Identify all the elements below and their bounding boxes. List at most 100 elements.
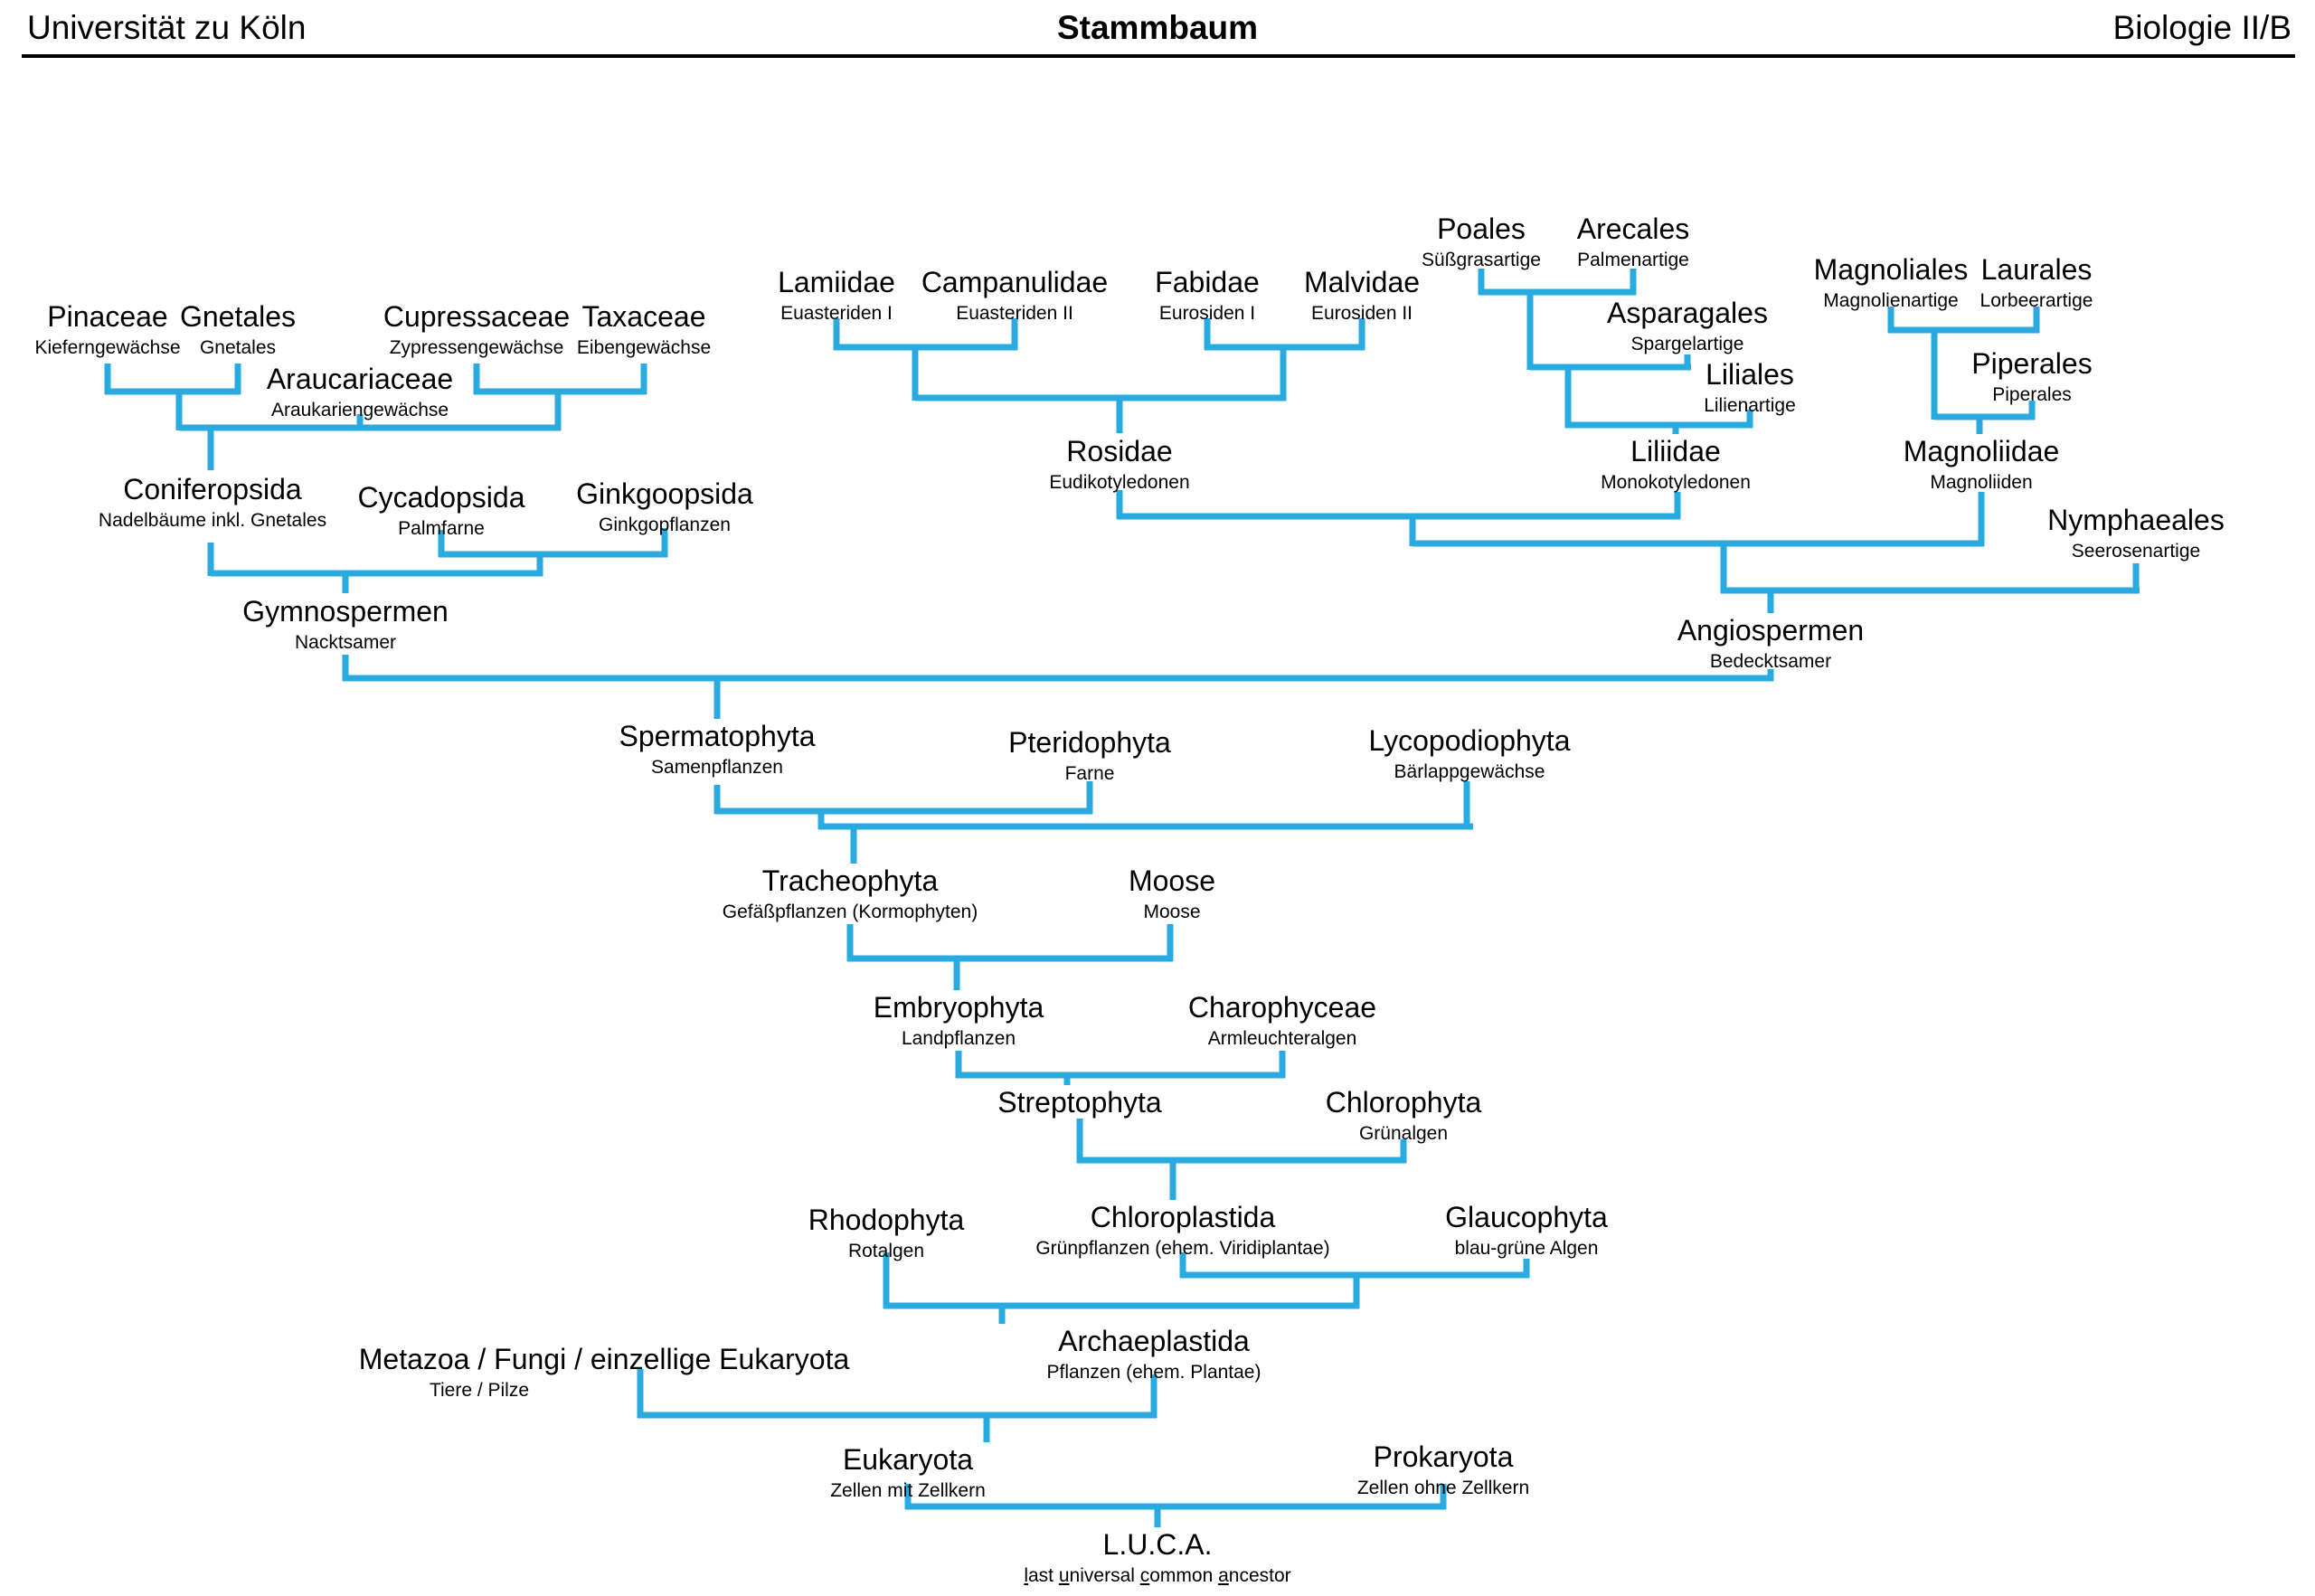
taxon-label: Archaeplastida [1058,1325,1250,1357]
taxon-label: Chlorophyta [1325,1086,1482,1119]
node-laurales: Laurales Lorbeerartige [1980,255,2093,310]
taxon-label: Pteridophyta [1008,726,1171,759]
node-fabidae: Fabidae Eurosiden I [1155,268,1260,323]
taxon-label: Prokaryota [1373,1440,1514,1473]
taxon-sublabel: Grünpflanzen (ehem. Viridiplantae) [1035,1238,1330,1259]
taxon-sublabel: Piperales [1992,384,2072,405]
taxon-sublabel: Nacktsamer [294,632,397,653]
taxon-sublabel: Moose [1143,902,1201,922]
taxon-label: Metazoa / Fungi / einzellige Eukaryota [358,1343,850,1375]
taxon-label: Poales [1437,212,1526,245]
taxon-label: Rhodophyta [808,1204,965,1236]
taxon-label: Malvidae [1303,266,1421,298]
taxon-sublabel: Bärlappgewächse [1394,761,1545,782]
node-prokaryota: Prokaryota Zellen ohne Zellkern [1357,1442,1529,1497]
node-cycadopsida: Cycadopsida Palmfarne [358,483,525,538]
taxon-sublabel: Eudikotyledonen [1049,472,1190,493]
taxon-sublabel: Zellen ohne Zellkern [1356,1478,1530,1498]
node-tracheophyta: Tracheophyta Gefäßpflanzen (Kormophyten) [723,866,978,921]
taxon-label: Cupressaceae [383,300,571,333]
taxon-label: Araucariaceae [266,363,454,395]
node-liliidae: Liliidae Monokotyledonen [1601,437,1751,492]
taxon-label: Charophyceae [1187,991,1377,1024]
node-charophyceae: Charophyceae Armleuchteralgen [1188,993,1376,1048]
taxon-sublabel: Süßgrasartige [1422,250,1541,270]
taxon-label: Magnoliales [1813,253,1969,286]
header-course: Biologie II/B [2112,9,2291,46]
node-spermatophyta: Spermatophyta Samenpflanzen [619,722,815,777]
node-araucariaceae: Araucariaceae Araukariengewächse [267,364,453,420]
taxon-sublabel: Gefäßpflanzen (Kormophyten) [722,902,978,922]
taxon-label: Gymnospermen [242,595,449,628]
node-lamiidae: Lamiidae Euasteriden I [778,268,895,323]
taxon-sublabel: Lorbeerartige [1980,290,2093,311]
taxon-sublabel: Magnoliiden [1930,472,2033,493]
node-luca: L.U.C.A. last universal common ancestor [1024,1530,1290,1585]
node-chloroplastida: Chloroplastida Grünpflanzen (ehem. Viridi… [1035,1203,1329,1258]
node-liliales: Liliales Lilienartige [1704,360,1796,415]
header-rule [22,54,2295,58]
taxon-sublabel: Palmenartige [1577,250,1689,270]
taxon-sublabel: Lilienartige [1704,395,1796,416]
taxon-label: Coniferopsida [123,473,302,505]
node-nymphaeales: Nymphaeales Seerosenartige [2047,505,2225,561]
node-archaeplastida: Archaeplastida Pflanzen (ehem. Plantae) [1047,1327,1261,1382]
node-moose: Moose Moose [1129,866,1215,921]
taxon-label: Streptophyta [997,1086,1162,1119]
taxon-sublabel: Landpflanzen [901,1028,1016,1049]
taxon-label: Pinaceae [47,300,168,333]
node-taxaceae: Taxaceae Eibengewächse [577,302,711,357]
node-malvidae: Malvidae Eurosiden II [1304,268,1420,323]
taxon-label: Liliidae [1630,435,1721,467]
taxon-sublabel: Euasteriden I [780,303,893,324]
node-angiospermen: Angiospermen Bedecktsamer [1677,616,1864,671]
taxon-label: Laurales [1980,253,2093,286]
taxon-sublabel: Euasteriden II [956,303,1073,324]
taxon-sublabel: Rotalgen [847,1241,925,1261]
taxon-sublabel: Gnetales [199,337,277,358]
taxon-label: L.U.C.A. [1102,1528,1213,1561]
node-magnoliales: Magnoliales Magnolienartige [1814,255,1969,310]
taxon-sublabel: Spargelartige [1630,334,1744,354]
taxon-label: Angiospermen [1677,614,1865,647]
node-pteridophyta: Pteridophyta Farne [1008,728,1171,783]
taxon-label: Magnoliidae [1903,435,2060,467]
taxon-sublabel: Eurosiden II [1310,303,1413,324]
taxon-sublabel: Magnolienartige [1823,290,1959,311]
header-institution: Universität zu Köln [27,9,307,46]
node-chlorophyta: Chlorophyta Grünalgen [1326,1088,1482,1143]
node-poales: Poales Süßgrasartige [1422,214,1541,269]
node-coniferopsida: Coniferopsida Nadelbäume inkl. Gnetales [99,475,326,530]
taxon-label: Eukaryota [842,1443,974,1476]
node-embryophyta: Embryophyta Landpflanzen [874,993,1044,1048]
taxon-sublabel: Samenpflanzen [651,757,783,778]
node-rhodophyta: Rhodophyta Rotalgen [808,1205,965,1261]
page-title: Stammbaum [1056,9,1259,46]
taxon-sublabel: blau-grüne Algen [1454,1238,1599,1259]
taxon-sublabel: Ginkgopflanzen [599,515,731,535]
taxon-label: Lamiidae [778,266,895,298]
node-asparagales: Asparagales Spargelartige [1607,298,1768,354]
page-header: Universität zu Köln Stammbaum Biologie I… [0,0,2315,63]
taxon-label: Ginkgoopsida [576,477,753,510]
taxon-sublabel: Tiere / Pilze [429,1380,530,1401]
taxon-sublabel: Nadelbäume inkl. Gnetales [98,510,327,531]
taxon-sublabel: Armleuchteralgen [1207,1028,1357,1049]
node-eukaryota: Eukaryota Zellen mit Zellkern [830,1445,986,1500]
taxon-label: Piperales [1971,347,2093,380]
taxon-label: Spermatophyta [619,720,816,752]
node-pinaceae: Pinaceae Kieferngewächse [34,302,180,357]
taxon-label: Liliales [1706,358,1794,391]
node-gnetales: Gnetales Gnetales [180,302,296,357]
taxon-label: Chloroplastida [1090,1201,1276,1233]
taxon-label: Glaucophyta [1445,1201,1608,1233]
taxon-sublabel: Pflanzen (ehem. Plantae) [1046,1362,1261,1383]
taxon-label: Fabidae [1155,266,1260,298]
taxon-sublabel: Farne [1064,763,1115,784]
node-campanulidae: Campanulidae Euasteriden II [921,268,1108,323]
node-glaucophyta: Glaucophyta blau-grüne Algen [1445,1203,1608,1258]
taxon-label: Tracheophyta [761,864,939,897]
taxon-sublabel: Eurosiden I [1158,303,1256,324]
taxon-sublabel: Grünalgen [1358,1123,1449,1144]
